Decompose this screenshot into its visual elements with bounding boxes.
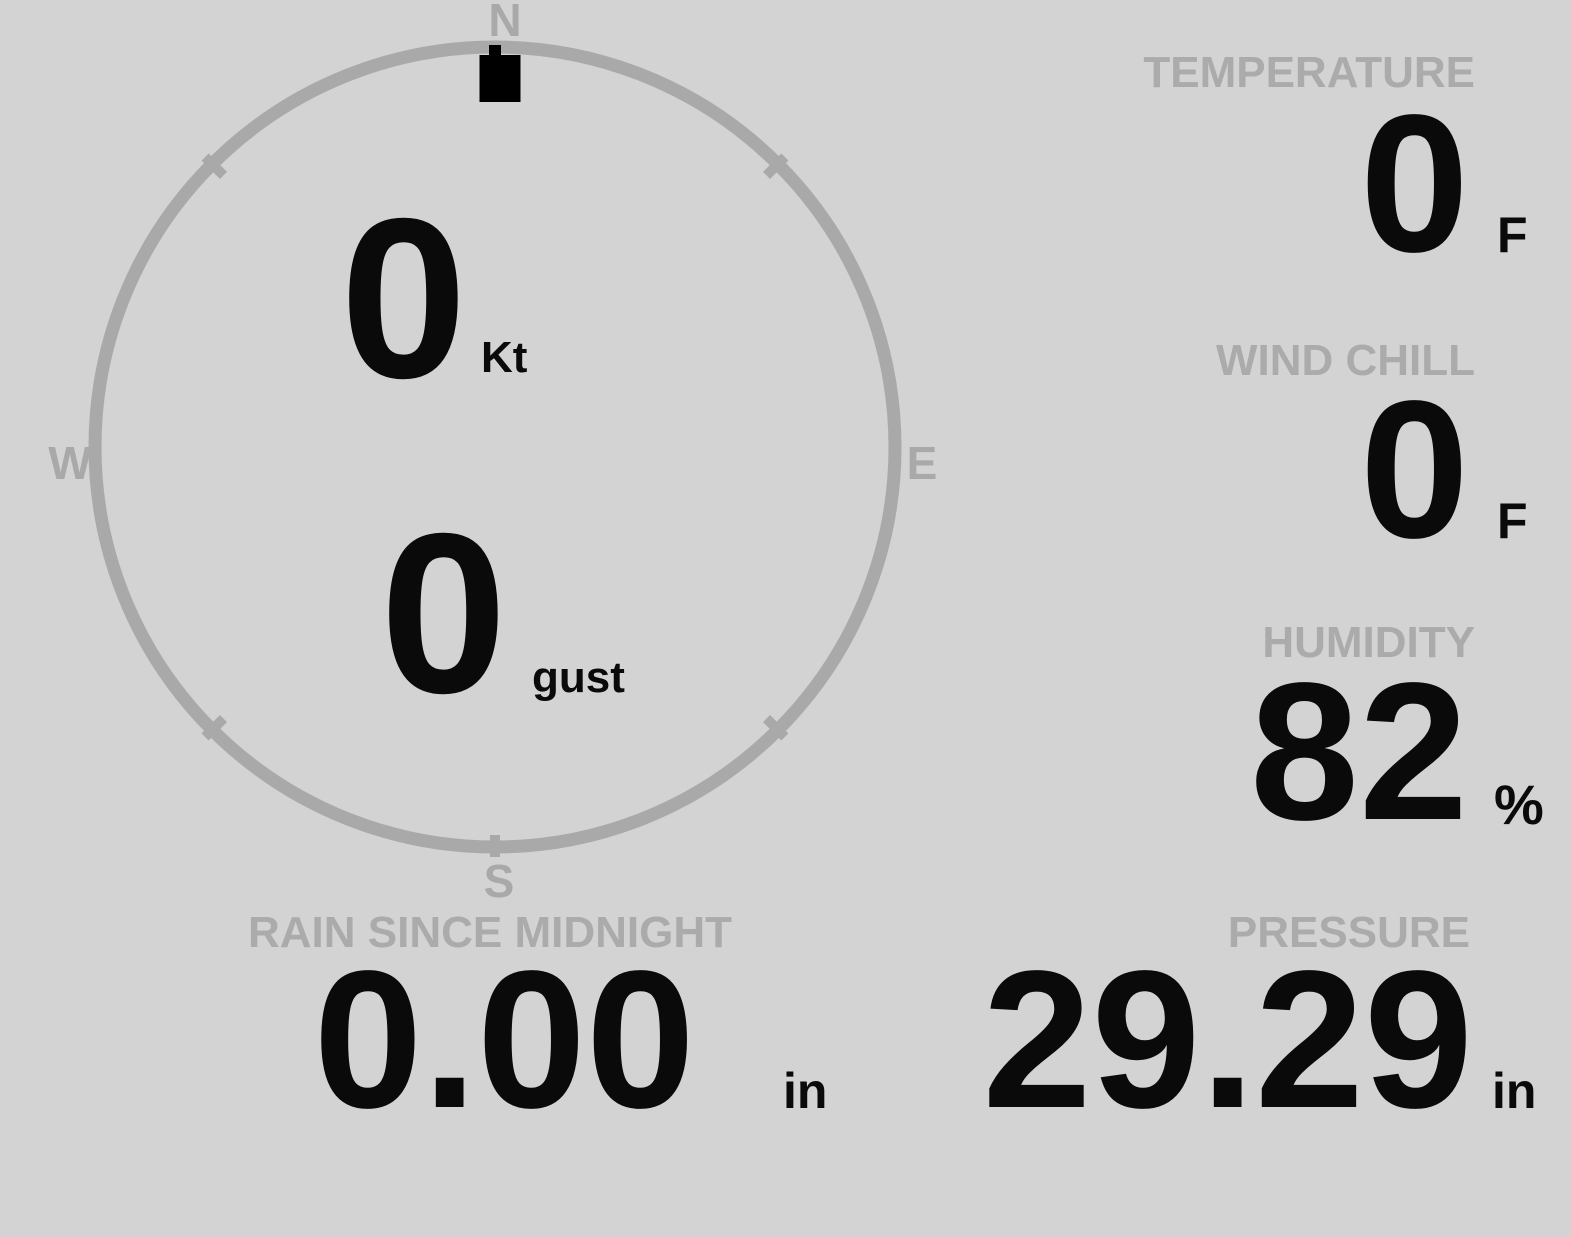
humidity-label: HUMIDITY xyxy=(1262,618,1475,667)
wind-direction-marker-icon xyxy=(479,45,521,102)
wind-compass-gauge xyxy=(88,40,902,857)
humidity-value: 82 xyxy=(1249,642,1468,861)
compass-label-east: E xyxy=(906,437,938,489)
wind-gust-value: 0 xyxy=(380,487,507,741)
compass-label-west: W xyxy=(48,437,92,489)
compass-label-south: S xyxy=(483,855,515,907)
wind-speed-unit: Kt xyxy=(481,333,528,382)
wind-chill-value: 0 xyxy=(1359,360,1469,579)
wind-chill-label: WIND CHILL xyxy=(1215,336,1475,385)
pressure-value: 29.29 xyxy=(982,930,1473,1149)
pressure-unit: in xyxy=(1492,1063,1537,1119)
wind-chill-unit: F xyxy=(1497,493,1528,549)
compass-tick-marks xyxy=(201,153,789,857)
wind-speed-value: 0 xyxy=(340,172,467,426)
temperature-label: TEMPERATURE xyxy=(1143,48,1475,97)
temperature-unit: F xyxy=(1497,207,1528,263)
humidity-unit: % xyxy=(1494,773,1544,836)
rain-since-midnight-unit: in xyxy=(783,1063,828,1119)
compass-label-north: N xyxy=(488,0,522,46)
temperature-value: 0 xyxy=(1359,74,1469,293)
wind-gust-unit: gust xyxy=(532,653,625,702)
pressure-label: PRESSURE xyxy=(1227,908,1470,957)
rain-since-midnight-value: 0.00 xyxy=(313,930,695,1149)
rain-since-midnight-label: RAIN SINCE MIDNIGHT xyxy=(248,908,732,957)
